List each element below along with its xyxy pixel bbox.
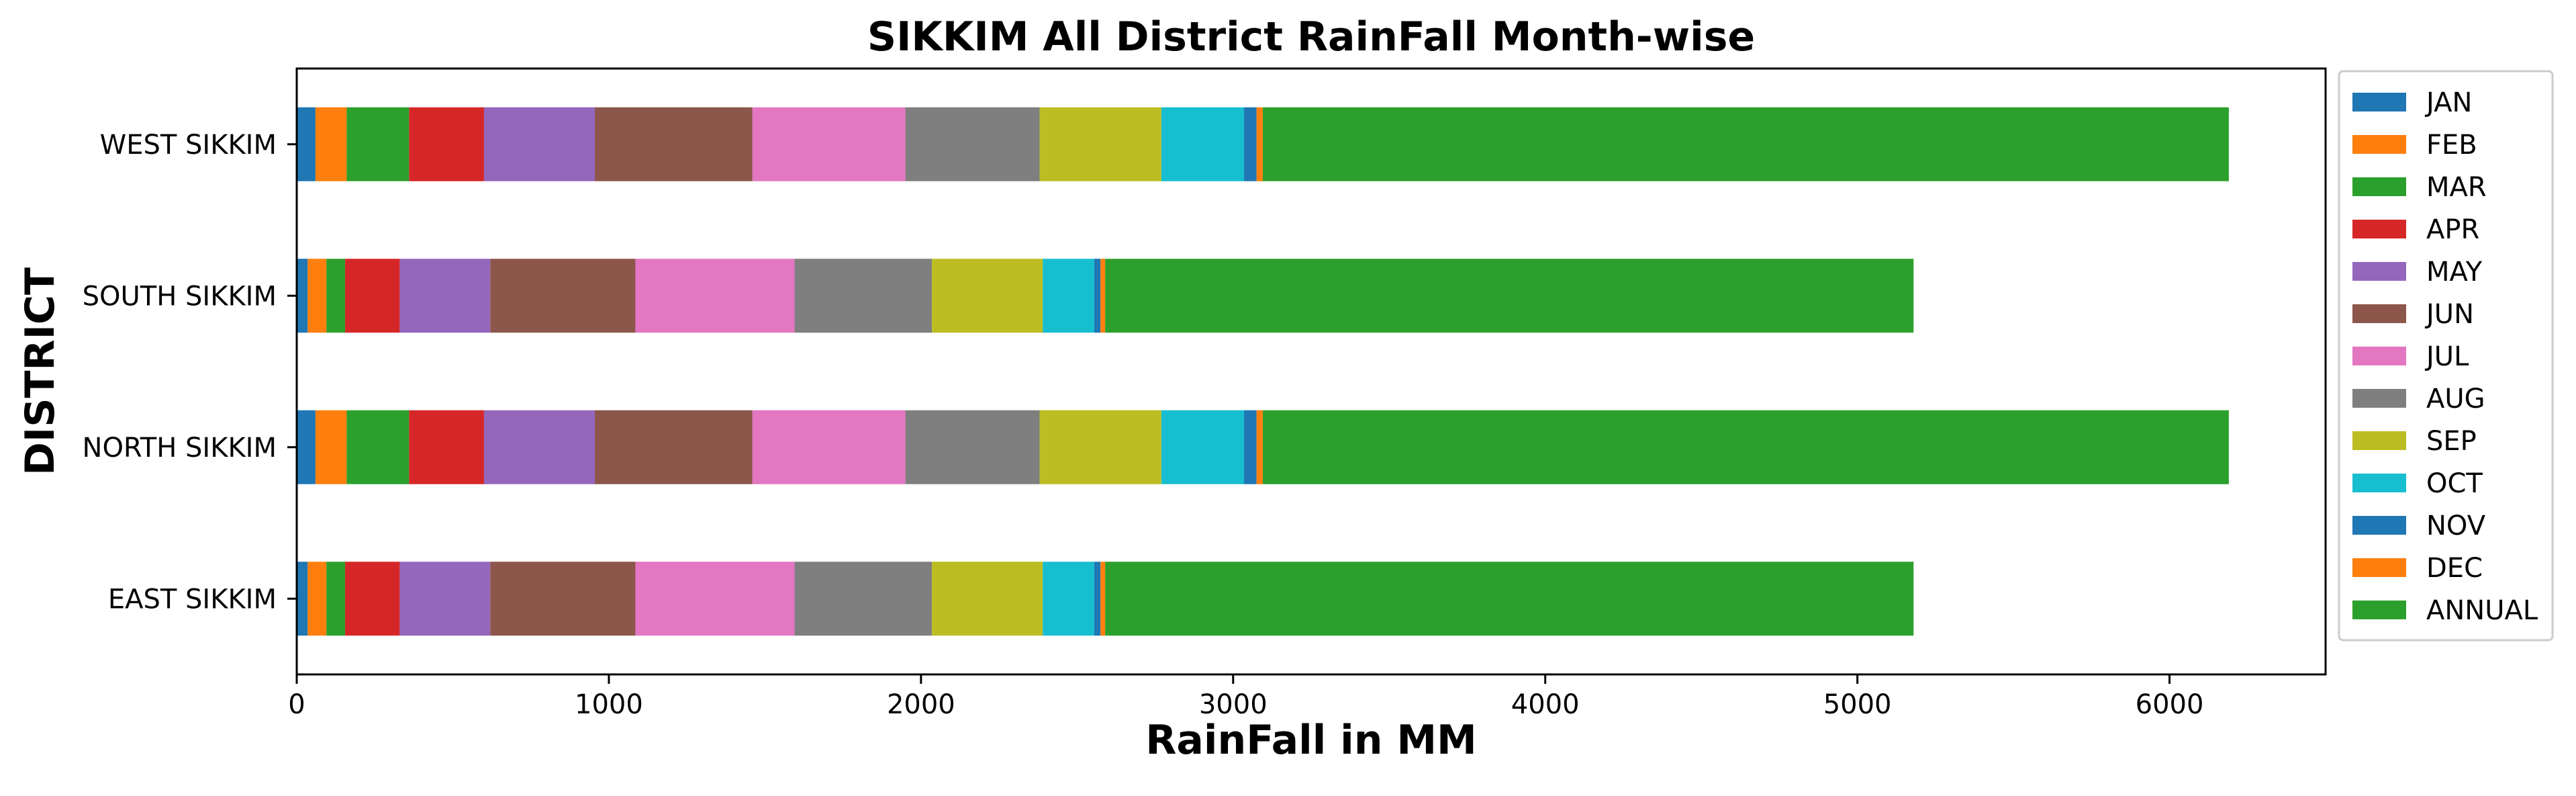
- bars-layer: [297, 107, 2229, 636]
- bar-south-sikkim-oct: [1043, 259, 1094, 333]
- legend: JAN FEB MAR APR MAY JUN JUL AUG SEP OCT NOV DEC ANNU…: [2338, 70, 2554, 642]
- x-tick-label: 2000: [887, 689, 955, 720]
- x-tick-label: 3000: [1199, 689, 1268, 720]
- legend-swatch-jun: [2352, 304, 2406, 323]
- bar-east-sikkim-mar: [326, 562, 346, 636]
- bar-south-sikkim-jul: [635, 259, 795, 333]
- legend-label-apr: APR: [2426, 214, 2479, 245]
- legend-label-may: MAY: [2426, 257, 2483, 288]
- legend-label-dec: DEC: [2426, 553, 2483, 584]
- y-tick-label-west-sikkim: WEST SIKKIM: [100, 130, 277, 161]
- legend-swatch-mar: [2352, 177, 2406, 196]
- bar-north-sikkim-nov: [1244, 410, 1257, 484]
- bar-west-sikkim-aug: [905, 107, 1040, 181]
- bar-west-sikkim-may: [483, 107, 595, 181]
- bar-west-sikkim-jun: [595, 107, 753, 181]
- y-axis: EAST SIKKIM NORTH SIKKIM SOUTH SIKKIM WEST …: [83, 130, 297, 615]
- bar-west-sikkim-oct: [1161, 107, 1245, 181]
- bar-east-sikkim-aug: [794, 562, 933, 636]
- bar-south-sikkim-apr: [345, 259, 400, 333]
- bar-north-sikkim-aug: [905, 410, 1040, 484]
- bar-east-sikkim-feb: [307, 562, 327, 636]
- legend-label-feb: FEB: [2426, 130, 2477, 161]
- bar-east-sikkim-apr: [345, 562, 400, 636]
- x-axis-title: RainFall in MM: [1145, 717, 1477, 764]
- plot-frame: [295, 67, 2327, 676]
- x-tick-label: 1000: [575, 689, 643, 720]
- bar-north-sikkim-apr: [409, 410, 484, 484]
- x-tick-label: 0: [288, 689, 305, 720]
- bar-south-sikkim-mar: [326, 259, 346, 333]
- bar-east-sikkim-dec: [1100, 562, 1106, 636]
- bar-north-sikkim-feb: [315, 410, 347, 484]
- bar-east-sikkim-annual: [1105, 562, 1914, 636]
- legend-swatch-jul: [2352, 347, 2406, 365]
- x-tick-label: 6000: [2136, 689, 2204, 720]
- bar-south-sikkim-feb: [307, 259, 327, 333]
- bar-south-sikkim-nov: [1094, 259, 1101, 333]
- bar-north-sikkim-dec: [1256, 410, 1263, 484]
- legend-label-jun: JUN: [2424, 299, 2474, 330]
- legend-label-oct: OCT: [2426, 468, 2483, 499]
- bar-south-sikkim-aug: [794, 259, 933, 333]
- bar-north-sikkim-oct: [1161, 410, 1245, 484]
- legend-label-jan: JAN: [2424, 87, 2472, 118]
- legend-label-jul: JUL: [2424, 341, 2469, 372]
- bar-north-sikkim-sep: [1039, 410, 1161, 484]
- legend-frame: [2338, 70, 2554, 642]
- bar-west-sikkim-feb: [315, 107, 347, 181]
- bar-west-sikkim-mar: [346, 107, 410, 181]
- bar-west-sikkim-annual: [1262, 107, 2229, 181]
- legend-swatch-may: [2352, 262, 2406, 281]
- legend-label-nov: NOV: [2426, 511, 2486, 541]
- bar-east-sikkim-jan: [297, 562, 308, 636]
- bar-south-sikkim-annual: [1105, 259, 1914, 333]
- bar-north-sikkim-jun: [595, 410, 753, 484]
- x-tick-label: 4000: [1511, 689, 1580, 720]
- bar-east-sikkim-may: [399, 562, 491, 636]
- x-tick-label: 5000: [1823, 689, 1892, 720]
- legend-swatch-dec: [2352, 558, 2406, 577]
- bar-north-sikkim-jan: [297, 410, 316, 484]
- chart-title: SIKKIM All District RainFall Month-wise: [867, 13, 1755, 60]
- bar-north-sikkim-jul: [752, 410, 906, 484]
- bar-west-sikkim-jul: [752, 107, 906, 181]
- bar-east-sikkim-jun: [490, 562, 636, 636]
- legend-label-sep: SEP: [2426, 426, 2477, 457]
- y-tick-label-east-sikkim: EAST SIKKIM: [108, 584, 277, 615]
- bar-east-sikkim-nov: [1094, 562, 1101, 636]
- y-tick-label-south-sikkim: SOUTH SIKKIM: [83, 281, 277, 312]
- bar-north-sikkim-may: [483, 410, 595, 484]
- legend-swatch-jan: [2352, 93, 2406, 112]
- bar-west-sikkim-nov: [1244, 107, 1257, 181]
- legend-label-mar: MAR: [2426, 172, 2487, 203]
- bar-south-sikkim-jun: [490, 259, 636, 333]
- legend-swatch-feb: [2352, 135, 2406, 154]
- bar-east-sikkim-sep: [932, 562, 1043, 636]
- bar-south-sikkim-jan: [297, 259, 308, 333]
- legend-label-annual: ANNUAL: [2426, 595, 2538, 626]
- legend-swatch-oct: [2352, 474, 2406, 492]
- legend-swatch-apr: [2352, 220, 2406, 238]
- bar-west-sikkim-dec: [1256, 107, 1263, 181]
- bar-west-sikkim-apr: [409, 107, 484, 181]
- bar-east-sikkim-oct: [1043, 562, 1094, 636]
- bar-north-sikkim-annual: [1262, 410, 2229, 484]
- bar-west-sikkim-sep: [1039, 107, 1161, 181]
- x-axis: 0 1000 2000 3000 4000 5000 6000: [288, 674, 2203, 720]
- legend-swatch-aug: [2352, 389, 2406, 408]
- legend-label-aug: AUG: [2426, 384, 2485, 414]
- legend-swatch-annual: [2352, 601, 2406, 619]
- bar-south-sikkim-may: [399, 259, 491, 333]
- bar-south-sikkim-sep: [932, 259, 1043, 333]
- bar-south-sikkim-dec: [1100, 259, 1106, 333]
- bar-north-sikkim-mar: [346, 410, 410, 484]
- legend-swatch-nov: [2352, 516, 2406, 535]
- bar-west-sikkim-jan: [297, 107, 316, 181]
- bar-east-sikkim-jul: [635, 562, 795, 636]
- y-tick-label-north-sikkim: NORTH SIKKIM: [83, 433, 277, 463]
- y-axis-title: DISTRICT: [17, 267, 64, 476]
- legend-swatch-sep: [2352, 431, 2406, 450]
